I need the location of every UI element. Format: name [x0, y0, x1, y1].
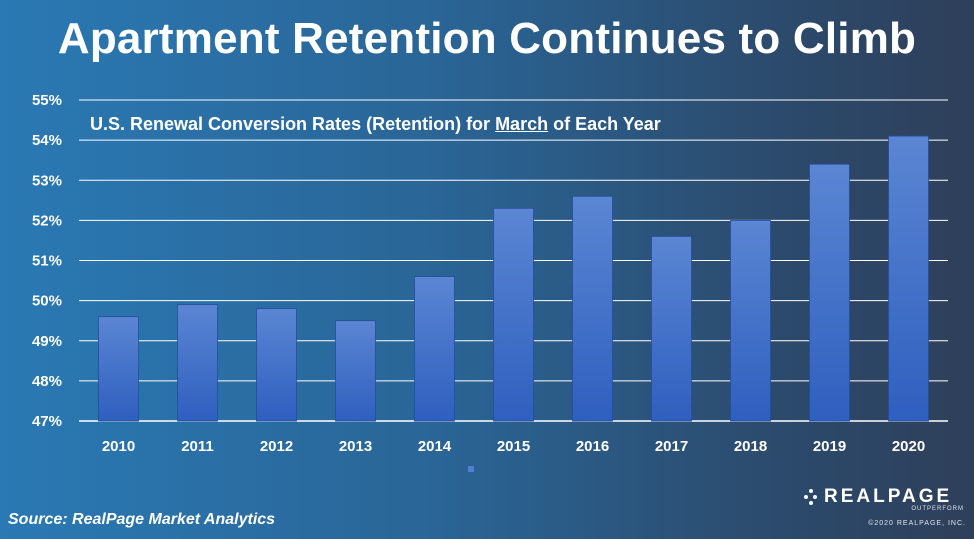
y-tick-label: 50% — [32, 293, 62, 310]
y-axis-tick-labels: 47% 48% 49% 50% 51% 52% 53% 54% 55% — [32, 92, 62, 430]
bar-2020 — [888, 135, 929, 422]
bar-2011 — [177, 304, 218, 422]
y-tick-label: 53% — [32, 172, 62, 189]
subtitle-underlined: March — [495, 114, 549, 134]
bar-2018 — [730, 219, 771, 422]
y-tick-label: 47% — [32, 413, 62, 430]
x-tick-label: 2018 — [734, 438, 767, 455]
bars — [98, 135, 929, 422]
y-tick-label: 52% — [32, 212, 62, 229]
bar-2010 — [98, 316, 139, 422]
source-note: Source: RealPage Market Analytics — [8, 511, 276, 528]
subtitle-pre: U.S. Renewal Conversion Rates (Retention… — [90, 114, 496, 134]
x-tick-label: 2017 — [655, 438, 688, 455]
x-tick-label: 2010 — [102, 438, 135, 455]
copyright-text: ©2020 REALPAGE, INC. — [868, 520, 966, 527]
x-tick-label: 2012 — [260, 438, 293, 455]
x-axis-tick-labels: 2010 2011 2012 2013 2014 2015 2016 2017 2018 2019… — [102, 438, 925, 455]
x-tick-label: 2019 — [813, 438, 846, 455]
x-tick-label: 2015 — [497, 438, 530, 455]
x-tick-label: 2020 — [892, 438, 925, 455]
chart-title: Apartment Retention Continues to Climb — [57, 14, 917, 63]
bar-2012 — [256, 308, 297, 422]
x-tick-label: 2014 — [418, 438, 452, 455]
legend — [468, 466, 474, 472]
chart-subtitle: U.S. Renewal Conversion Rates (Retention… — [90, 114, 661, 135]
x-tick-label: 2013 — [339, 438, 372, 455]
brand-tagline: OUTPERFORM — [911, 506, 964, 512]
y-tick-label: 54% — [32, 132, 62, 149]
legend-swatch — [468, 466, 474, 472]
subtitle-post: of Each Year — [548, 114, 661, 134]
y-tick-label: 48% — [32, 373, 62, 390]
bar-2013 — [335, 320, 376, 422]
y-tick-label: 51% — [32, 253, 62, 270]
bar-2014 — [414, 276, 455, 422]
bar-2019 — [809, 163, 850, 422]
bar-2015 — [493, 207, 534, 422]
bar-2017 — [651, 236, 692, 422]
y-tick-label: 55% — [32, 92, 62, 109]
realpage-logo: REALPAGE OUTPERFORM ©2020 REALPAGE, INC. — [804, 486, 968, 527]
bar-2016 — [572, 195, 613, 422]
x-tick-label: 2016 — [576, 438, 609, 455]
brand-name: REALPAGE — [824, 486, 953, 507]
x-tick-label: 2011 — [181, 438, 214, 455]
y-tick-label: 49% — [32, 333, 62, 350]
logo-dots-icon — [804, 489, 818, 505]
